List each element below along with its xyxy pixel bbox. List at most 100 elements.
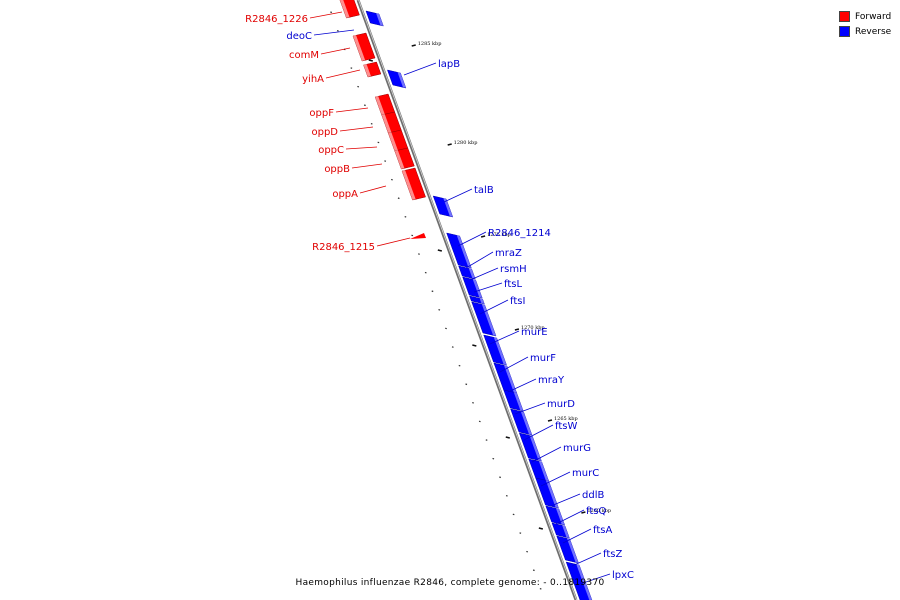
minor-tick: [519, 532, 522, 534]
gene-ftsW: [510, 408, 533, 436]
minor-tick: [336, 30, 339, 32]
minor-tick: [526, 550, 529, 553]
minor-tick: [492, 457, 495, 460]
kbp-label: 1280 kbp: [454, 140, 478, 146]
minor-tick: [438, 309, 441, 311]
major-tick: [547, 419, 553, 422]
strand-legend: Forward Reverse: [839, 9, 891, 39]
minor-tick: [485, 439, 488, 441]
gene-label-R2846_1226: R2846_1226: [245, 14, 308, 25]
callout-line: [562, 528, 592, 544]
gene-labels: R2846_1226 deoC comM yihA oppF oppD oppC oppB op…: [245, 14, 634, 581]
gene-label-ftsL: ftsL: [504, 279, 522, 290]
minor-tick: [472, 402, 474, 404]
gene-R2846_1215: [410, 233, 426, 239]
kbp-label: 1285 kbp: [418, 41, 442, 47]
gene-comM: [352, 32, 376, 62]
gene-callouts: [309, 11, 611, 585]
minor-tick: [411, 234, 414, 237]
minor-tick: [377, 141, 380, 144]
gene-label-comM: comM: [289, 50, 319, 61]
gene-R2846_1226: [339, 0, 360, 19]
callout-line: [473, 282, 503, 293]
legend-reverse: Reverse: [839, 24, 891, 39]
callout-line: [465, 251, 494, 269]
callout-line: [555, 509, 585, 525]
minor-tick: [499, 476, 501, 479]
kbp-label: 1260 kbp: [587, 508, 611, 514]
callout-line: [345, 146, 378, 150]
gene-label-ftsQ: ftsQ: [586, 506, 606, 517]
minor-tick: [451, 346, 454, 348]
callout-line: [359, 185, 387, 194]
gene-label-murC: murC: [572, 468, 599, 479]
major-tick: [368, 59, 373, 62]
gene-oppF: [374, 93, 396, 116]
major-tick: [472, 344, 477, 347]
callout-line: [443, 188, 473, 203]
gene-R2846_1214: [446, 232, 472, 269]
minor-tick: [539, 588, 542, 590]
callout-line: [571, 552, 602, 567]
kbp-label: 1275 kbp: [487, 232, 511, 238]
major-tick: [505, 436, 510, 439]
callout-line: [313, 29, 355, 36]
minor-tick: [404, 216, 407, 218]
gene-label-ddlB: ddlB: [582, 490, 604, 501]
minor-tick: [418, 253, 420, 255]
gene-label-murG: murG: [563, 443, 591, 454]
callout-line: [376, 237, 411, 247]
major-tick: [447, 143, 452, 146]
major-tick: [538, 527, 544, 530]
minor-tick: [478, 420, 481, 423]
gene-oppA: [401, 167, 426, 201]
gene-label-murD: murD: [547, 399, 575, 410]
genome-caption: Haemophilus influenzae R2846, complete g…: [295, 578, 605, 588]
major-tick: [581, 511, 586, 514]
gene-label-oppB: oppB: [324, 164, 350, 175]
minor-tick: [431, 290, 434, 293]
gene-label-mraY: mraY: [538, 375, 565, 386]
gene-ftsI: [469, 295, 485, 305]
gene-label-oppD: oppD: [311, 127, 338, 138]
gene-label-ftsI: ftsI: [510, 296, 525, 307]
gene-ftsL: [462, 276, 483, 299]
minor-tick: [350, 67, 353, 69]
gene-murE: [471, 301, 497, 337]
callout-line: [351, 163, 383, 169]
gene-mraY: [493, 362, 518, 394]
callout-line: [325, 69, 361, 79]
gene-label-ftsA: ftsA: [593, 525, 612, 536]
gene-label-oppA: oppA: [332, 189, 358, 200]
gene-label-oppC: oppC: [318, 145, 344, 156]
callout-line: [531, 446, 562, 463]
gene-label-lapB: lapB: [438, 59, 460, 70]
callout-line: [320, 47, 351, 55]
gene-oppD: [381, 111, 402, 134]
major-tick: [480, 235, 486, 238]
minor-tick: [465, 383, 468, 386]
legend-forward-label: Forward: [855, 11, 892, 22]
gene-murF: [483, 334, 507, 366]
gene-label-talB: talB: [474, 185, 494, 196]
gene-rsmH: [458, 265, 476, 280]
gene-label-murF: murF: [530, 353, 556, 364]
gene-label-murE: murE: [521, 327, 548, 338]
callout-line: [514, 402, 546, 415]
callout-line: [579, 573, 611, 585]
gene-yihA: [363, 61, 382, 78]
legend-reverse-label: Reverse: [855, 26, 892, 37]
gene-label-deoC: deoC: [286, 31, 312, 42]
gene-lpxC: [565, 561, 593, 600]
kbp-label: 1270 kbp: [521, 325, 545, 331]
genome-backbone: [356, 0, 578, 600]
major-tick: [411, 44, 416, 47]
forward-swatch: [839, 11, 850, 22]
callout-line: [550, 493, 581, 507]
gene-label-ftsW: ftsW: [555, 421, 577, 432]
gene-lapB: [387, 69, 407, 89]
callout-line: [499, 356, 529, 373]
minor-tick: [512, 513, 515, 516]
callout-line: [540, 471, 571, 487]
